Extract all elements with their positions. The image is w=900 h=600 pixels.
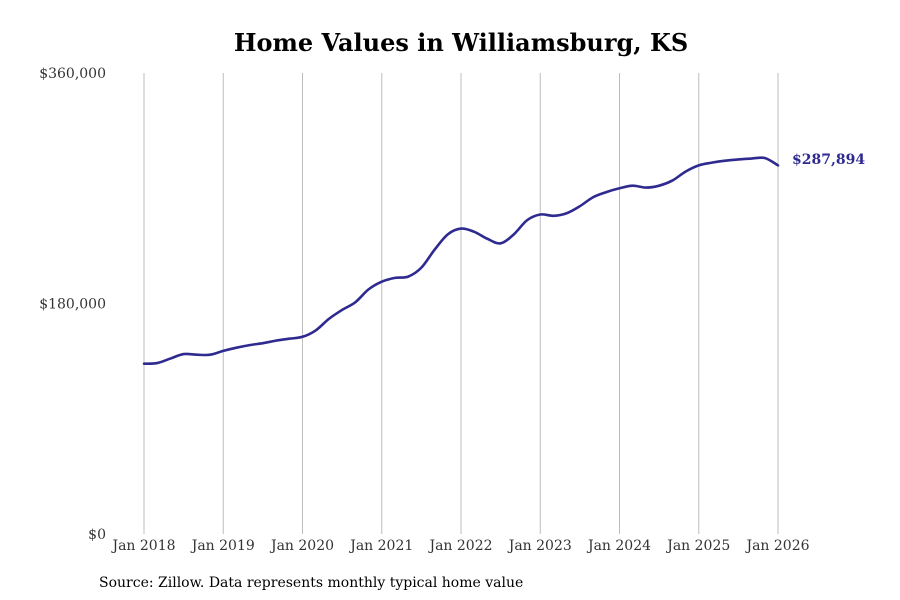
y-tick-label: $0 (88, 527, 106, 543)
source-note: Source: Zillow. Data represents monthly … (99, 575, 523, 591)
y-axis-tick-labels: $0 $180,000 $360,000 (39, 66, 106, 543)
x-tick-label: Jan 2024 (586, 538, 651, 554)
x-tick-label: Jan 2021 (348, 538, 413, 554)
x-tick-label: Jan 2023 (507, 538, 572, 554)
x-tick-label: Jan 2026 (744, 538, 809, 554)
x-tick-label: Jan 2019 (190, 538, 255, 554)
x-tick-label: Jan 2022 (427, 538, 492, 554)
x-tick-label: Jan 2020 (269, 538, 334, 554)
vertical-grid-lines (143, 73, 779, 534)
x-axis-tick-labels: Jan 2018 Jan 2019 Jan 2020 Jan 2021 Jan 2022… (110, 538, 809, 554)
x-tick-label: Jan 2018 (110, 538, 175, 554)
chart-title: Home Values in Williamsburg, KS (234, 28, 688, 57)
y-tick-label: $180,000 (39, 297, 106, 313)
series-line-home-value (142, 156, 780, 365)
x-tick-label: Jan 2025 (665, 538, 730, 554)
latest-value-label: $287,894 (792, 152, 865, 168)
series-group (142, 156, 780, 365)
y-tick-label: $360,000 (39, 66, 106, 82)
